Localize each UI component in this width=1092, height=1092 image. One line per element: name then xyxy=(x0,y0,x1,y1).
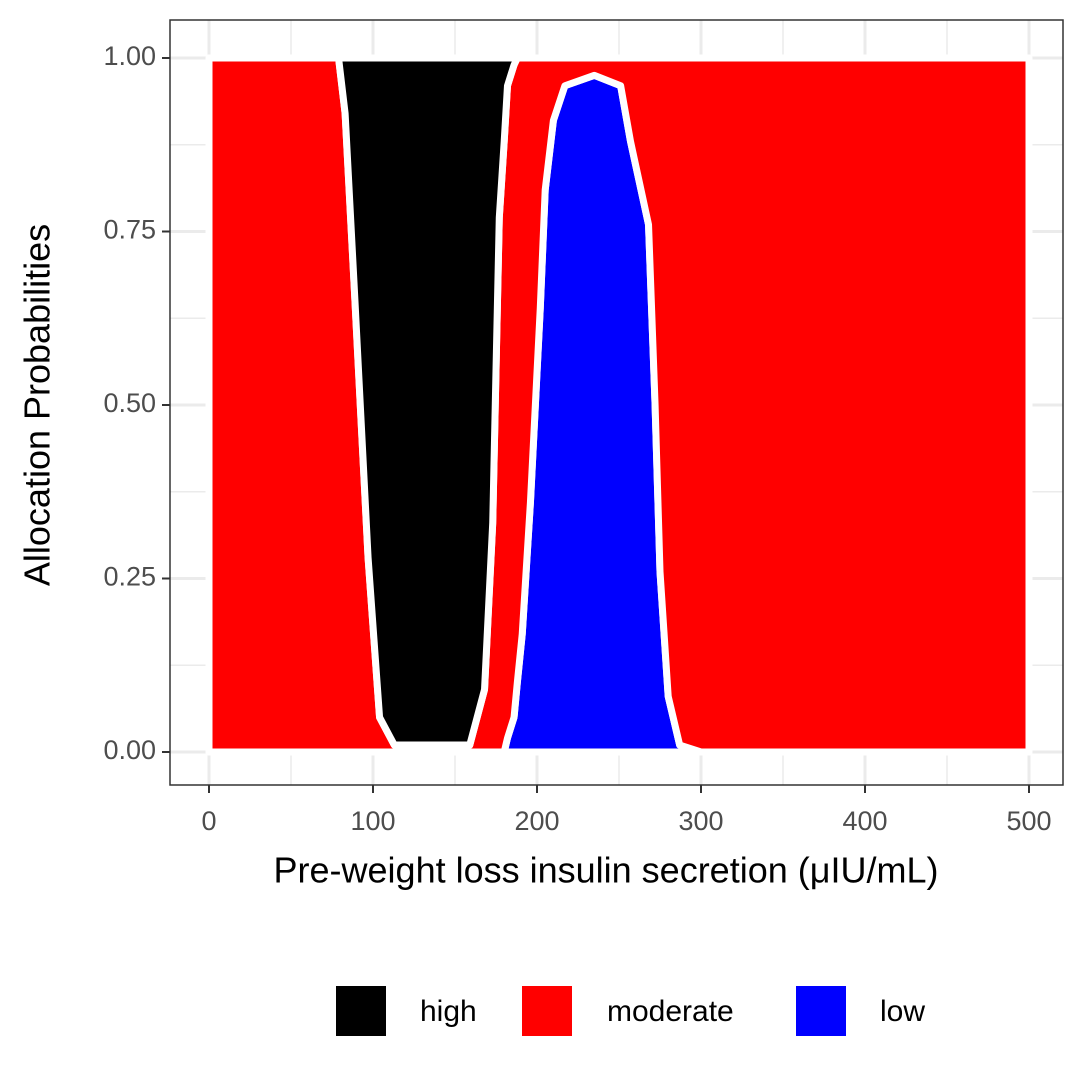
y-tick-label: 0.75 xyxy=(103,215,156,245)
legend-key xyxy=(336,986,386,1036)
legend-key xyxy=(522,986,572,1036)
y-tick-label: 0.25 xyxy=(103,562,156,592)
x-tick-label: 100 xyxy=(350,806,395,836)
legend-key xyxy=(796,986,846,1036)
x-tick-label: 200 xyxy=(514,806,559,836)
y-axis-title: Allocation Probabilities xyxy=(17,224,58,586)
x-tick-label: 0 xyxy=(201,806,216,836)
legend-label: moderate xyxy=(607,995,734,1028)
x-tick-label: 300 xyxy=(678,806,723,836)
legend-label: high xyxy=(420,995,477,1028)
y-tick-label: 0.00 xyxy=(103,735,156,765)
x-axis-title: Pre-weight loss insulin secretion (μIU/m… xyxy=(274,850,939,891)
panel-border xyxy=(169,19,1064,786)
y-tick-label: 1.00 xyxy=(103,41,156,71)
x-tick-label: 500 xyxy=(1006,806,1051,836)
y-tick-label: 0.50 xyxy=(103,388,156,418)
x-tick-label: 400 xyxy=(842,806,887,836)
area xyxy=(205,54,1033,749)
legend-label: low xyxy=(880,995,925,1028)
